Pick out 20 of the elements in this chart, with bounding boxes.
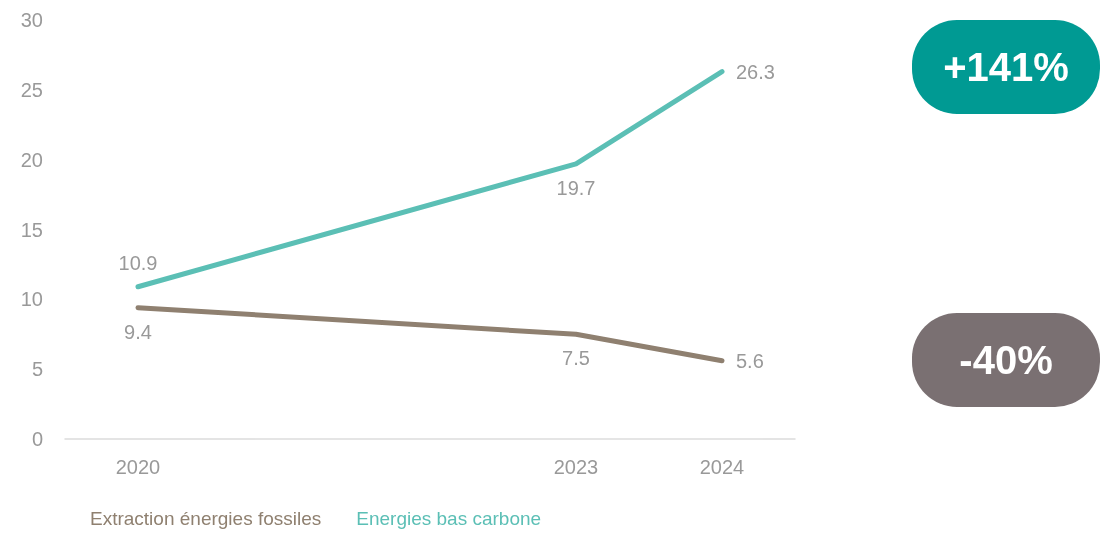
data-label: 10.9 [118,251,158,274]
y-tick-label: 5 [31,358,43,381]
x-tick-label: 2023 [553,456,599,478]
text: -40% [959,338,1053,382]
y-tick-label: 0 [31,428,43,450]
data-label: 26.3 [736,60,775,83]
data-label: 5.6 [736,349,764,372]
y-tick-label: 15 [20,218,43,241]
y-tick-label: 30 [20,9,43,31]
data-label: 7.5 [562,347,590,370]
x-tick-label: 2020 [115,456,161,478]
text: Extraction énergies fossiles [90,508,322,529]
y-tick-label: 20 [20,148,43,171]
y-tick-label: 10 [20,288,43,311]
x-tick-label: 2024 [699,456,745,478]
text: Energies bas carbone [356,508,542,529]
text: +141% [943,45,1069,89]
data-label: 19.7 [556,176,596,199]
y-tick-label: 25 [20,78,43,101]
data-label: 9.4 [124,320,152,343]
